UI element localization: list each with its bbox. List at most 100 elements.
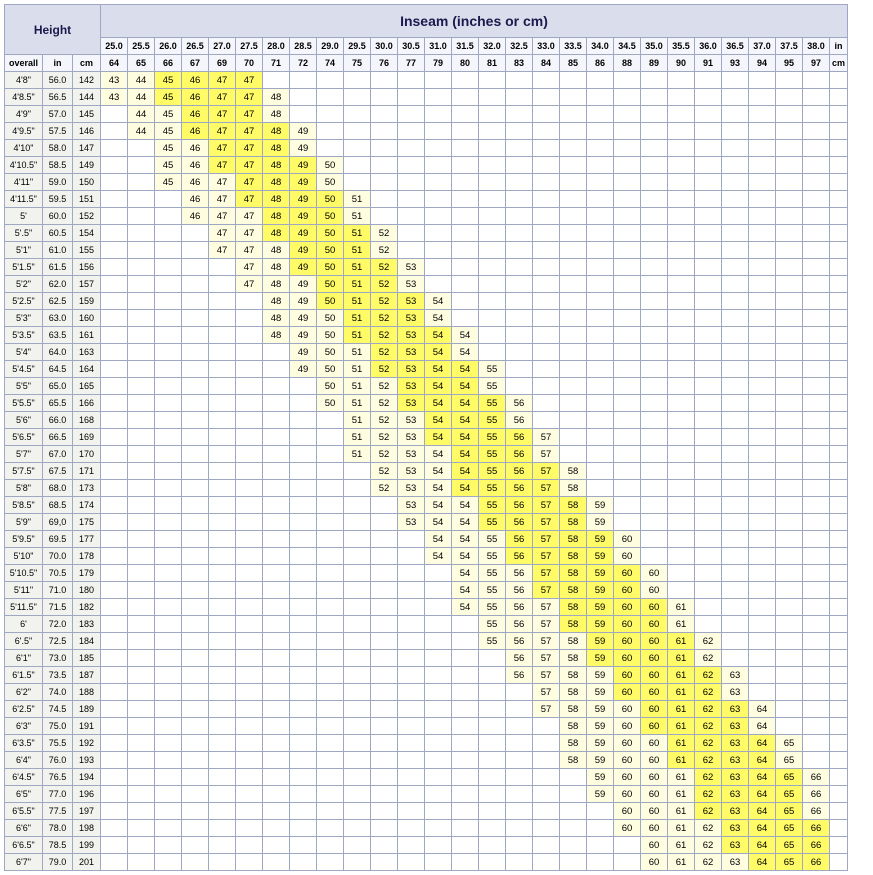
size-cell xyxy=(722,599,749,616)
height-in: 75.5 xyxy=(43,735,73,752)
size-cell xyxy=(641,361,668,378)
size-cell xyxy=(641,463,668,480)
size-cell xyxy=(641,446,668,463)
size-cell xyxy=(209,480,236,497)
size-cell: 53 xyxy=(398,344,425,361)
inseam-cm-col: 76 xyxy=(371,55,398,72)
size-cell: 54 xyxy=(452,344,479,361)
size-cell xyxy=(236,650,263,667)
size-cell xyxy=(533,837,560,854)
size-cell: 60 xyxy=(641,803,668,820)
size-cell xyxy=(803,259,830,276)
inseam-in-col: 35.5 xyxy=(668,38,695,55)
size-cell: 47 xyxy=(209,208,236,225)
size-cell xyxy=(182,565,209,582)
size-cell: 61 xyxy=(668,684,695,701)
size-cell: 53 xyxy=(398,395,425,412)
size-cell xyxy=(101,803,128,820)
inseam-in-col: 34.0 xyxy=(587,38,614,55)
size-cell xyxy=(209,548,236,565)
size-cell xyxy=(668,548,695,565)
size-cell xyxy=(101,174,128,191)
size-cell xyxy=(506,378,533,395)
inseam-in-col: 36.0 xyxy=(695,38,722,55)
height-cm: 165 xyxy=(73,378,101,395)
size-cell xyxy=(722,412,749,429)
size-cell xyxy=(290,463,317,480)
size-cell: 49 xyxy=(290,225,317,242)
size-cell xyxy=(776,327,803,344)
size-cell xyxy=(425,123,452,140)
size-cell xyxy=(155,769,182,786)
size-cell xyxy=(722,616,749,633)
inseam-in-col: 27.0 xyxy=(209,38,236,55)
end-cell xyxy=(830,293,848,310)
inseam-in-col: 33.0 xyxy=(533,38,560,55)
size-cell xyxy=(614,89,641,106)
size-cell: 56 xyxy=(506,412,533,429)
height-cm: 175 xyxy=(73,514,101,531)
size-cell: 64 xyxy=(749,820,776,837)
height-overall: 5'4" xyxy=(5,344,43,361)
size-cell xyxy=(236,361,263,378)
size-cell xyxy=(344,140,371,157)
size-cell xyxy=(101,123,128,140)
inseam-cm-col: 65 xyxy=(128,55,155,72)
size-cell xyxy=(371,752,398,769)
size-cell: 54 xyxy=(425,327,452,344)
size-cell xyxy=(452,140,479,157)
table-row: 5'9"69,01755354545556575859 xyxy=(5,514,848,531)
size-cell xyxy=(722,463,749,480)
size-cell xyxy=(776,480,803,497)
size-cell xyxy=(803,89,830,106)
size-cell xyxy=(101,650,128,667)
size-cell: 54 xyxy=(452,565,479,582)
size-cell: 47 xyxy=(209,140,236,157)
table-row: 5'4"64.016349505152535454 xyxy=(5,344,848,361)
size-cell xyxy=(479,89,506,106)
size-cell: 53 xyxy=(398,480,425,497)
size-cell: 54 xyxy=(425,497,452,514)
table-row: 6'1.5"73.5187565758596060616263 xyxy=(5,667,848,684)
size-cell xyxy=(722,157,749,174)
size-cell: 44 xyxy=(128,89,155,106)
size-cell xyxy=(533,157,560,174)
size-cell xyxy=(209,718,236,735)
size-cell xyxy=(425,191,452,208)
size-cell xyxy=(695,548,722,565)
height-in: 61.5 xyxy=(43,259,73,276)
size-cell xyxy=(209,310,236,327)
size-cell xyxy=(722,310,749,327)
size-cell: 54 xyxy=(425,395,452,412)
size-cell xyxy=(263,701,290,718)
size-cell xyxy=(479,803,506,820)
size-cell: 46 xyxy=(182,208,209,225)
size-cell: 63 xyxy=(722,820,749,837)
size-cell xyxy=(695,344,722,361)
size-cell xyxy=(263,395,290,412)
size-cell xyxy=(560,89,587,106)
size-cell xyxy=(209,395,236,412)
size-cell xyxy=(398,786,425,803)
size-cell xyxy=(128,582,155,599)
height-overall: 6'4" xyxy=(5,752,43,769)
size-cell: 48 xyxy=(263,310,290,327)
size-cell xyxy=(641,429,668,446)
size-cell: 55 xyxy=(479,378,506,395)
size-cell xyxy=(128,616,155,633)
size-cell xyxy=(317,429,344,446)
size-cell xyxy=(587,429,614,446)
size-cell xyxy=(614,514,641,531)
size-cell xyxy=(182,276,209,293)
size-cell xyxy=(398,718,425,735)
size-cell: 60 xyxy=(641,752,668,769)
size-cell: 61 xyxy=(668,599,695,616)
size-cell: 49 xyxy=(290,327,317,344)
table-row: 6'1"73.01855657585960606162 xyxy=(5,650,848,667)
height-in: 59.5 xyxy=(43,191,73,208)
size-cell xyxy=(290,582,317,599)
size-cell xyxy=(317,616,344,633)
size-cell xyxy=(317,140,344,157)
size-cell xyxy=(101,310,128,327)
size-cell xyxy=(776,344,803,361)
